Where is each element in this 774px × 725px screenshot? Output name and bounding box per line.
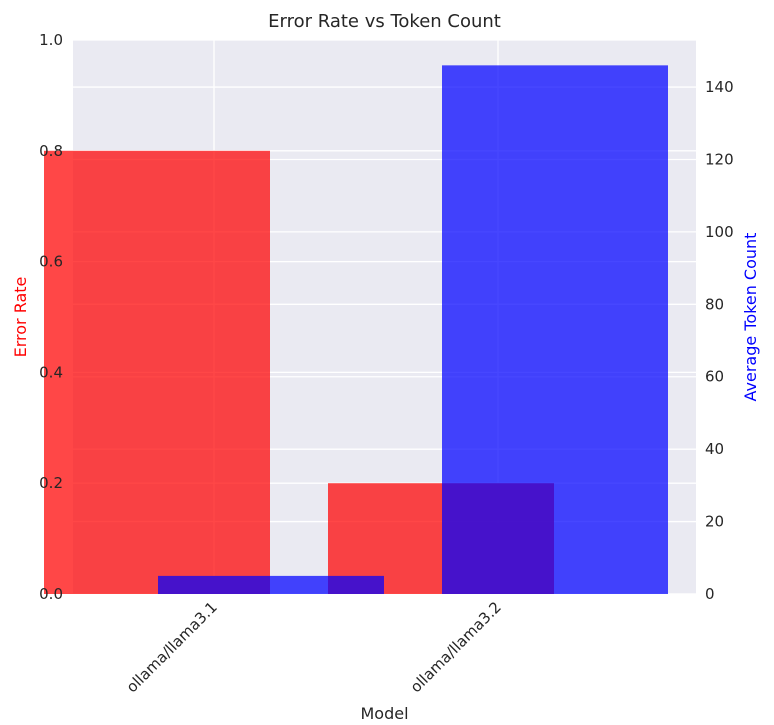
y-left-tick-label: 0.2	[39, 474, 63, 492]
left-tick-labels: 0.0 0.2 0.4 0.6 0.8 1.0	[39, 31, 63, 603]
token-count-bar	[158, 575, 384, 594]
y-left-tick-label: 1.0	[39, 31, 63, 49]
y-right-tick-label: 0	[705, 585, 715, 603]
token-count-bar	[442, 65, 668, 594]
y-right-tick-label: 60	[705, 368, 724, 386]
y-left-tick-label: 0.4	[39, 363, 63, 381]
right-tick-labels: 0 20 40 60 80 100 120 140	[705, 78, 734, 603]
chart-title: Error Rate vs Token Count	[268, 11, 501, 32]
x-tick-label: ollama/llama3.2	[407, 598, 505, 696]
x-axis-title: Model	[360, 704, 408, 723]
error-rate-bar	[44, 150, 270, 595]
y-left-tick-label: 0.6	[39, 253, 63, 271]
token-count-bars	[158, 65, 668, 594]
x-tick-labels: ollama/llama3.1 ollama/llama3.2	[123, 598, 505, 696]
y-left-tick-label: 0.8	[39, 142, 63, 160]
y-right-tick-label: 20	[705, 513, 724, 531]
y-left-tick-label: 0.0	[39, 585, 63, 603]
y-right-tick-label: 120	[705, 150, 734, 168]
x-tick-label: ollama/llama3.1	[123, 598, 221, 696]
y-right-tick-label: 140	[705, 78, 734, 96]
y-right-tick-label: 100	[705, 223, 734, 241]
y-axis-left-title: Error Rate	[11, 277, 30, 358]
y-right-tick-label: 80	[705, 295, 724, 313]
y-right-tick-label: 40	[705, 440, 724, 458]
y-axis-right-title: Average Token Count	[741, 233, 760, 402]
